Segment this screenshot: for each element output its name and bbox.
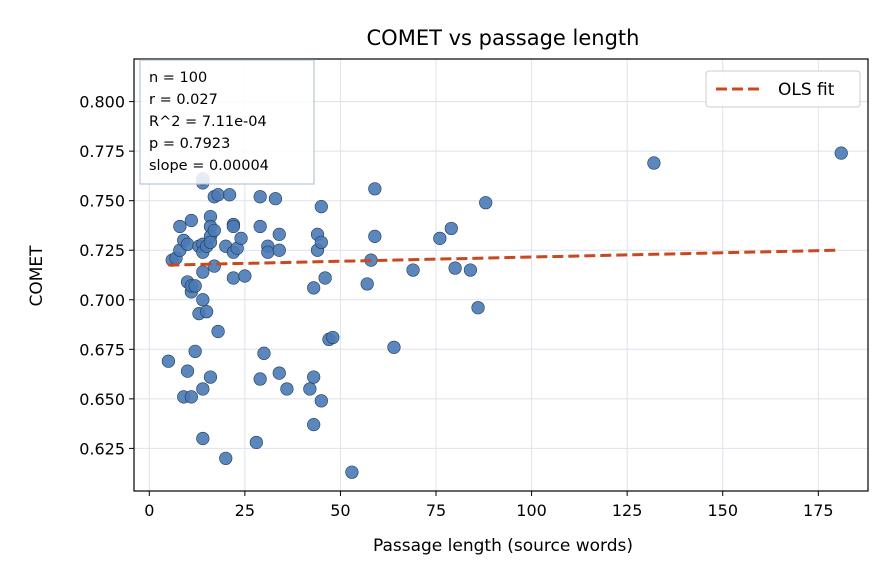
data-point: [368, 229, 382, 243]
data-point: [253, 219, 267, 234]
x-tick-label: 25: [235, 501, 255, 520]
data-point: [196, 431, 210, 446]
data-points: [161, 146, 848, 479]
data-point: [387, 340, 401, 354]
data-point: [345, 465, 359, 479]
y-tick-label: 0.800: [79, 93, 125, 112]
chart-title: COMET vs passage length: [367, 26, 640, 50]
stats-n: n = 100: [149, 70, 207, 86]
data-point: [307, 281, 321, 295]
data-point: [314, 235, 328, 249]
x-tick-label: 150: [707, 501, 738, 520]
data-point: [222, 188, 237, 202]
stats-box-frame: [139, 59, 315, 185]
data-point: [226, 271, 240, 285]
data-point: [211, 324, 225, 339]
y-tick-label: 0.775: [79, 142, 125, 161]
data-point: [203, 235, 218, 249]
data-point: [249, 435, 263, 450]
data-point: [184, 213, 198, 228]
x-axis-ticks: 0 25 50 75 100 125 150 175: [144, 491, 834, 520]
x-tick-label: 100: [516, 501, 547, 520]
x-tick-label: 0: [144, 501, 154, 520]
data-point: [272, 227, 286, 241]
y-tick-label: 0.650: [79, 390, 125, 409]
data-point: [314, 394, 328, 408]
legend-label-ols: OLS fit: [778, 80, 835, 100]
data-point: [272, 366, 286, 380]
data-point: [360, 277, 374, 291]
x-tick-label: 75: [426, 501, 446, 520]
data-point: [207, 259, 221, 273]
data-point: [203, 370, 218, 384]
stats-p: p = 0.7923: [149, 136, 230, 152]
stats-r: r = 0.027: [149, 92, 218, 108]
x-axis-label: Passage length (source words): [373, 536, 633, 556]
data-point: [406, 263, 420, 277]
data-point: [196, 382, 210, 396]
legend-frame: [705, 70, 861, 108]
data-point: [207, 223, 221, 238]
y-axis-label: COMET: [27, 245, 47, 307]
y-tick-label: 0.625: [79, 439, 125, 458]
data-point: [234, 231, 248, 245]
stats-r-squared: R^2 = 7.11e-04: [149, 114, 267, 130]
data-point: [196, 265, 210, 279]
data-point: [444, 221, 458, 236]
data-point: [433, 231, 447, 245]
data-point: [307, 418, 321, 432]
data-point: [834, 146, 848, 160]
data-point: [188, 344, 202, 358]
y-tick-label: 0.700: [79, 291, 125, 310]
x-tick-label: 175: [803, 501, 834, 520]
data-point: [368, 182, 382, 196]
data-point: [268, 192, 283, 206]
data-point: [188, 279, 202, 293]
stats-slope: slope = 0.00004: [149, 158, 269, 174]
data-point: [318, 271, 332, 285]
data-point: [200, 305, 214, 319]
y-tick-label: 0.675: [79, 340, 125, 359]
data-point: [307, 370, 321, 384]
x-tick-label: 50: [330, 501, 350, 520]
data-point: [261, 245, 275, 259]
data-point: [647, 156, 661, 170]
data-point: [173, 219, 187, 234]
data-point: [272, 243, 286, 257]
data-point: [180, 237, 195, 251]
data-point: [180, 364, 195, 378]
data-point: [226, 219, 240, 234]
data-point: [448, 261, 462, 275]
data-point: [314, 200, 328, 214]
y-axis-ticks: 0.625 0.650 0.675 0.700 0.725 0.750 0.775 0.800: [79, 93, 134, 458]
data-point: [211, 188, 225, 202]
data-point: [303, 382, 317, 396]
data-point: [161, 354, 176, 368]
data-point: [238, 269, 252, 283]
data-point: [326, 330, 340, 345]
data-point: [280, 382, 294, 396]
y-tick-label: 0.750: [79, 192, 125, 211]
data-point: [184, 390, 198, 404]
data-point: [196, 293, 210, 307]
data-point: [479, 196, 493, 210]
legend: OLS fit: [705, 70, 861, 108]
data-point: [219, 451, 233, 465]
data-point: [253, 190, 267, 204]
plot-frame: [133, 58, 869, 492]
stats-box: n = 100 r = 0.027 R^2 = 7.11e-04 p = 0.7…: [139, 59, 315, 185]
data-point: [463, 263, 478, 277]
y-tick-label: 0.725: [79, 241, 125, 260]
x-tick-label: 125: [612, 501, 643, 520]
data-point: [471, 301, 485, 315]
data-point: [253, 372, 267, 386]
data-point: [257, 346, 271, 360]
